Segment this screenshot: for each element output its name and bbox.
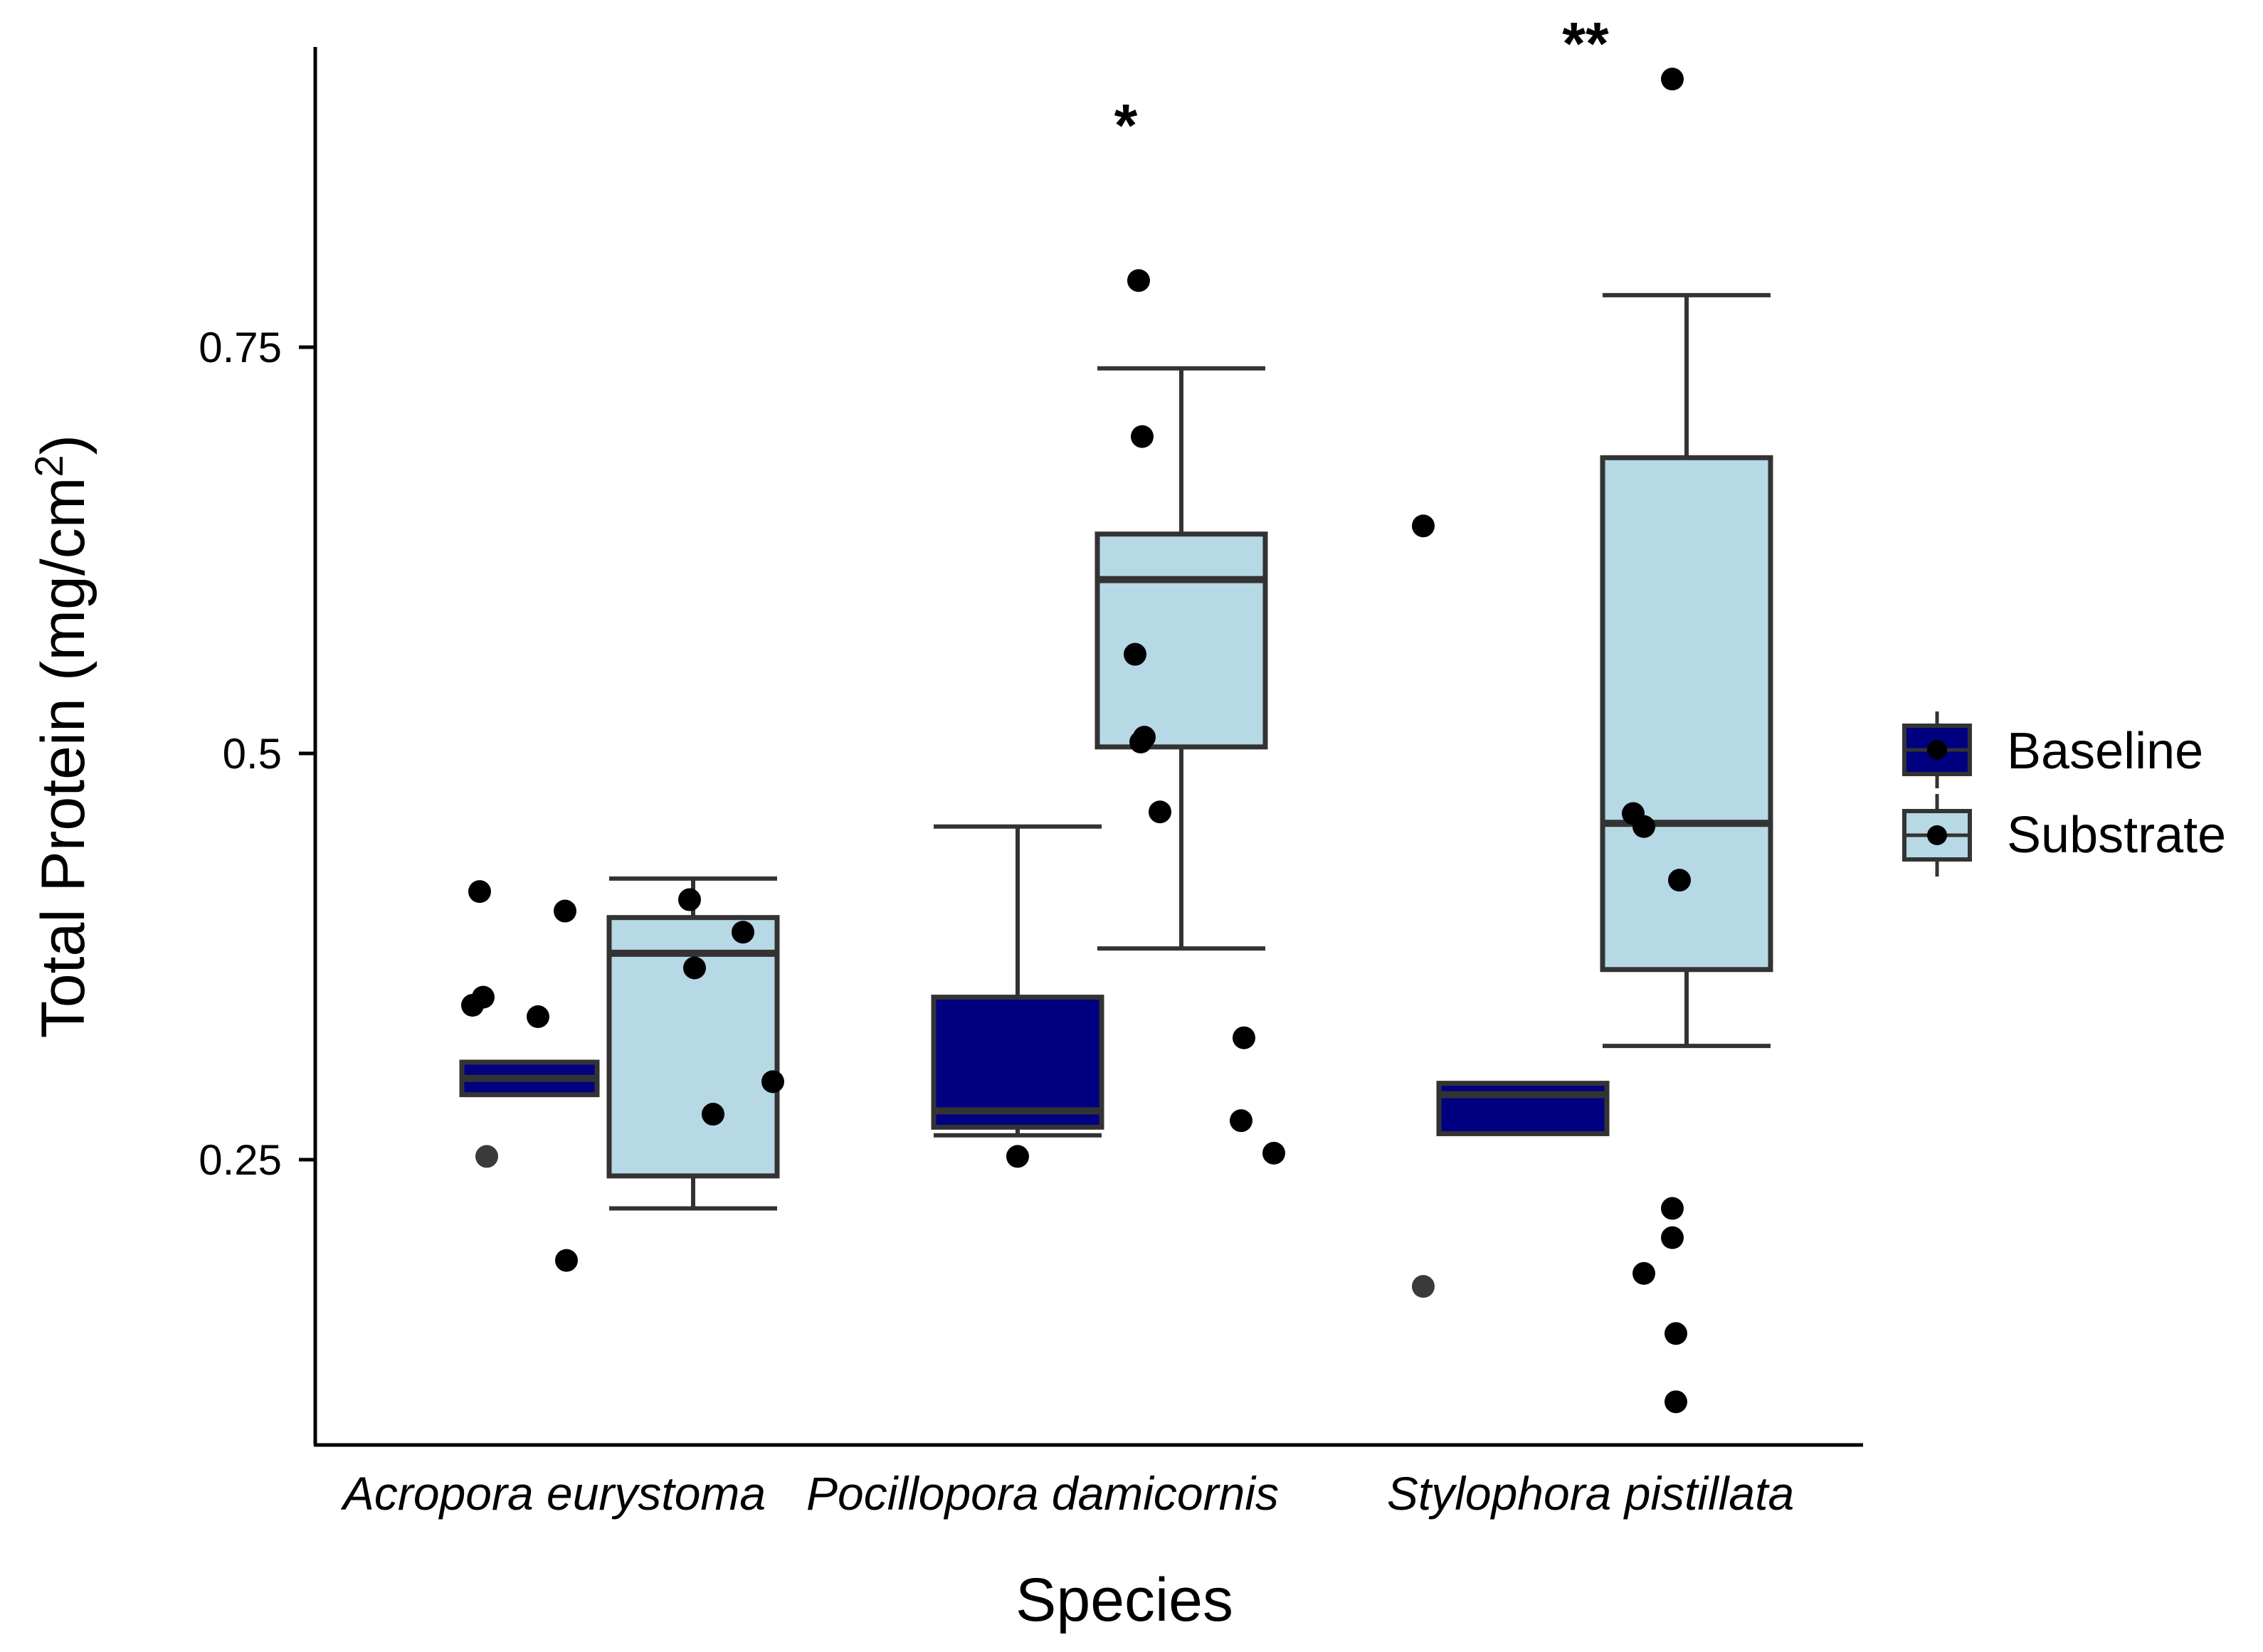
data-point-substrate xyxy=(1124,642,1146,666)
box-baseline-0 xyxy=(459,1059,600,1098)
y-axis-title-superscript: 2 xyxy=(26,455,71,477)
data-point-substrate xyxy=(1665,1322,1687,1345)
box-body xyxy=(931,995,1104,1130)
data-point-baseline xyxy=(554,899,576,923)
box-body xyxy=(1436,1081,1610,1136)
data-point-substrate xyxy=(1668,869,1691,892)
data-point-baseline xyxy=(527,1005,549,1029)
significance-annotations: *** xyxy=(1114,10,1609,159)
box-body xyxy=(1094,531,1268,750)
box-baseline-2 xyxy=(1436,1081,1610,1136)
data-point-substrate xyxy=(683,956,706,980)
data-point-substrate xyxy=(1233,1026,1255,1049)
legend: Baseline Substrate xyxy=(1902,711,2226,877)
data-point-baseline xyxy=(555,1249,578,1272)
data-point-substrate xyxy=(1665,1390,1687,1414)
legend-substrate-point xyxy=(1927,825,1947,845)
significance-marker: ** xyxy=(1562,10,1609,77)
significance-marker: * xyxy=(1114,92,1138,159)
x-category-label: Pocillopora damicornis xyxy=(806,1467,1279,1520)
y-axis-title-main: Total Protein (mg/cm xyxy=(29,477,97,1039)
y-axis-title-close: ) xyxy=(29,435,97,455)
data-point-substrate xyxy=(1632,1261,1655,1285)
data-point-substrate xyxy=(732,921,754,944)
data-point-substrate xyxy=(1131,425,1154,448)
legend-baseline-point xyxy=(1927,740,1947,760)
y-tick-label: 0.5 xyxy=(223,730,282,778)
data-point-substrate xyxy=(1661,1197,1684,1220)
data-point-substrate xyxy=(702,1103,724,1126)
data-point-baseline xyxy=(472,985,495,1009)
x-axis-categories: Acropora eurystoma Pocillopora damicornis… xyxy=(340,1467,1794,1520)
x-category-label: Acropora eurystoma xyxy=(340,1467,766,1520)
data-point-substrate xyxy=(1127,269,1150,292)
data-point-substrate xyxy=(1129,731,1152,754)
data-point-baseline xyxy=(468,880,491,904)
data-point-substrate xyxy=(761,1070,784,1094)
data-point-substrate xyxy=(1230,1109,1252,1133)
y-axis-title: Total Protein (mg/cm2) xyxy=(26,435,97,1038)
data-point-substrate xyxy=(678,888,701,911)
data-point-substrate xyxy=(1149,800,1171,824)
box-body xyxy=(1600,455,1773,973)
data-point-substrate xyxy=(1661,68,1684,91)
box-substrate-2 xyxy=(1600,292,1773,1049)
data-point-substrate xyxy=(1632,815,1655,838)
y-axis-ticks: 0.25 0.5 0.75 xyxy=(199,324,315,1184)
data-point-baseline xyxy=(1412,1275,1435,1298)
y-tick-label: 0.25 xyxy=(199,1136,282,1184)
plot-area xyxy=(459,68,1773,1414)
box-baseline-1 xyxy=(931,824,1104,1138)
data-point-baseline xyxy=(1412,514,1435,538)
data-point-substrate xyxy=(1262,1141,1285,1165)
data-point-baseline xyxy=(1006,1145,1029,1168)
legend-baseline-label: Baseline xyxy=(2007,723,2203,780)
legend-substrate-label: Substrate xyxy=(2007,807,2226,864)
data-point-substrate xyxy=(1661,1226,1684,1249)
box-substrate-1 xyxy=(1094,366,1268,951)
x-axis-title: Species xyxy=(1016,1566,1233,1634)
x-category-label: Stylophora pistillata xyxy=(1387,1467,1794,1520)
data-point-baseline xyxy=(475,1145,498,1168)
y-tick-label: 0.75 xyxy=(199,324,282,371)
